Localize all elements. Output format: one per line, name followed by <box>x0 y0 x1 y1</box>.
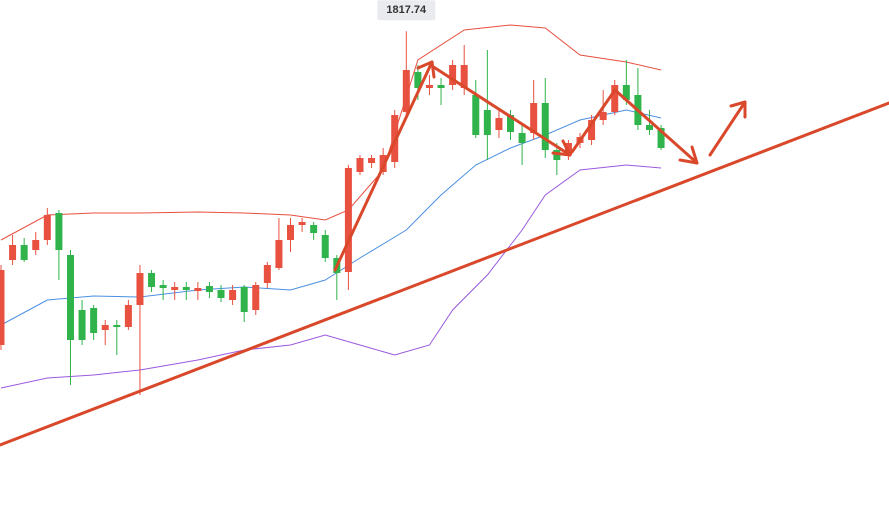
candle-body <box>518 133 526 143</box>
candle-body <box>275 240 283 268</box>
candle-body <box>368 158 376 163</box>
candle-body <box>553 150 561 160</box>
candle-body <box>0 270 5 345</box>
candle-body <box>20 245 28 260</box>
trend-line <box>0 101 889 447</box>
candle-body <box>66 255 74 340</box>
candle-body <box>159 285 167 288</box>
candle-body <box>240 287 248 312</box>
candle-body <box>588 120 596 140</box>
candle-body <box>507 115 515 132</box>
candle-body <box>252 285 260 310</box>
candle-body <box>182 287 190 290</box>
candle-body <box>194 288 202 291</box>
candle-body <box>321 235 329 258</box>
candle-body <box>148 273 156 287</box>
candle-body <box>460 65 468 88</box>
annotations <box>0 60 889 447</box>
max-label: 1817.74 <box>386 4 427 16</box>
band-line <box>0 164 662 389</box>
arrow-line <box>708 100 747 157</box>
band-line <box>0 24 662 241</box>
candle-body <box>483 110 491 135</box>
candle-body <box>90 308 98 333</box>
candle-body <box>229 290 237 300</box>
arrow-head <box>551 139 572 157</box>
candle-body <box>205 286 213 292</box>
band-line <box>0 109 662 326</box>
candle-body <box>356 158 364 172</box>
candle-body <box>287 225 294 240</box>
max-label-box <box>377 0 436 21</box>
candle-body <box>495 118 503 130</box>
arrow-line <box>570 88 699 165</box>
candle-body <box>171 287 179 290</box>
candle-body <box>425 85 433 88</box>
candle-body <box>43 215 51 240</box>
candle-body <box>217 290 225 298</box>
candle-body <box>344 168 352 272</box>
candle-body <box>449 65 457 85</box>
arrow-head <box>729 100 747 119</box>
candle-body <box>55 213 63 250</box>
arrow-line <box>430 64 572 157</box>
candle-body <box>657 128 665 148</box>
candle-body <box>414 72 422 88</box>
candle-body <box>113 325 121 327</box>
arrow-line <box>333 60 434 272</box>
candle-body <box>124 305 132 327</box>
candle-body <box>402 70 410 112</box>
candle-body <box>599 112 607 120</box>
arrow-head <box>678 145 699 165</box>
candle-body <box>437 85 445 88</box>
candle-body <box>101 325 109 330</box>
candle-body <box>136 273 144 305</box>
candle-body <box>622 85 630 100</box>
candle-body <box>645 125 653 130</box>
candle-body <box>310 225 318 233</box>
candle-body <box>541 103 549 150</box>
candle-body <box>472 95 480 135</box>
candle-body <box>9 245 17 260</box>
arrow-head <box>416 60 436 79</box>
candle-body <box>298 222 306 225</box>
candle-body <box>32 240 40 250</box>
candle-body <box>263 265 271 283</box>
candle-body <box>611 85 619 112</box>
candle-body <box>78 310 86 340</box>
candle-body <box>530 103 538 133</box>
